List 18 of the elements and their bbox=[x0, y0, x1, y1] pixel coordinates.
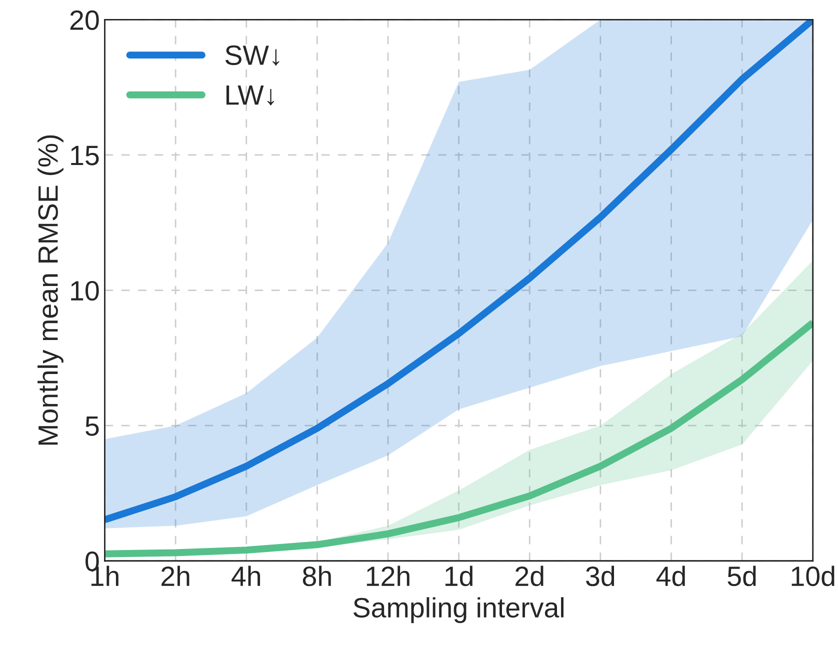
x-axis-title: Sampling interval bbox=[354, 597, 564, 624]
legend-label: LW↓ bbox=[226, 85, 274, 106]
y-tick-label: 10 bbox=[71, 280, 99, 301]
x-tick-label: 4h bbox=[232, 566, 260, 586]
x-tick-label: 5d bbox=[728, 566, 756, 586]
x-tick-label: 2d bbox=[516, 566, 544, 586]
y-tick-label: 15 bbox=[71, 146, 99, 166]
x-tick-label: 1d bbox=[445, 566, 472, 586]
y-tick-label: 5 bbox=[86, 416, 99, 436]
x-tick-label: 12h bbox=[366, 566, 410, 586]
x-tick-label: 10d bbox=[792, 566, 834, 586]
legend-label: SW↓ bbox=[225, 45, 280, 66]
x-tick-label: 3d bbox=[586, 566, 614, 586]
y-axis-title: Monthly mean RMSE (%) bbox=[38, 135, 64, 445]
x-tick-label: 2h bbox=[162, 566, 190, 586]
y-tick-label: 20 bbox=[70, 10, 99, 30]
x-tick-label: 8h bbox=[302, 566, 331, 586]
x-tick-label: 4d bbox=[656, 566, 685, 586]
